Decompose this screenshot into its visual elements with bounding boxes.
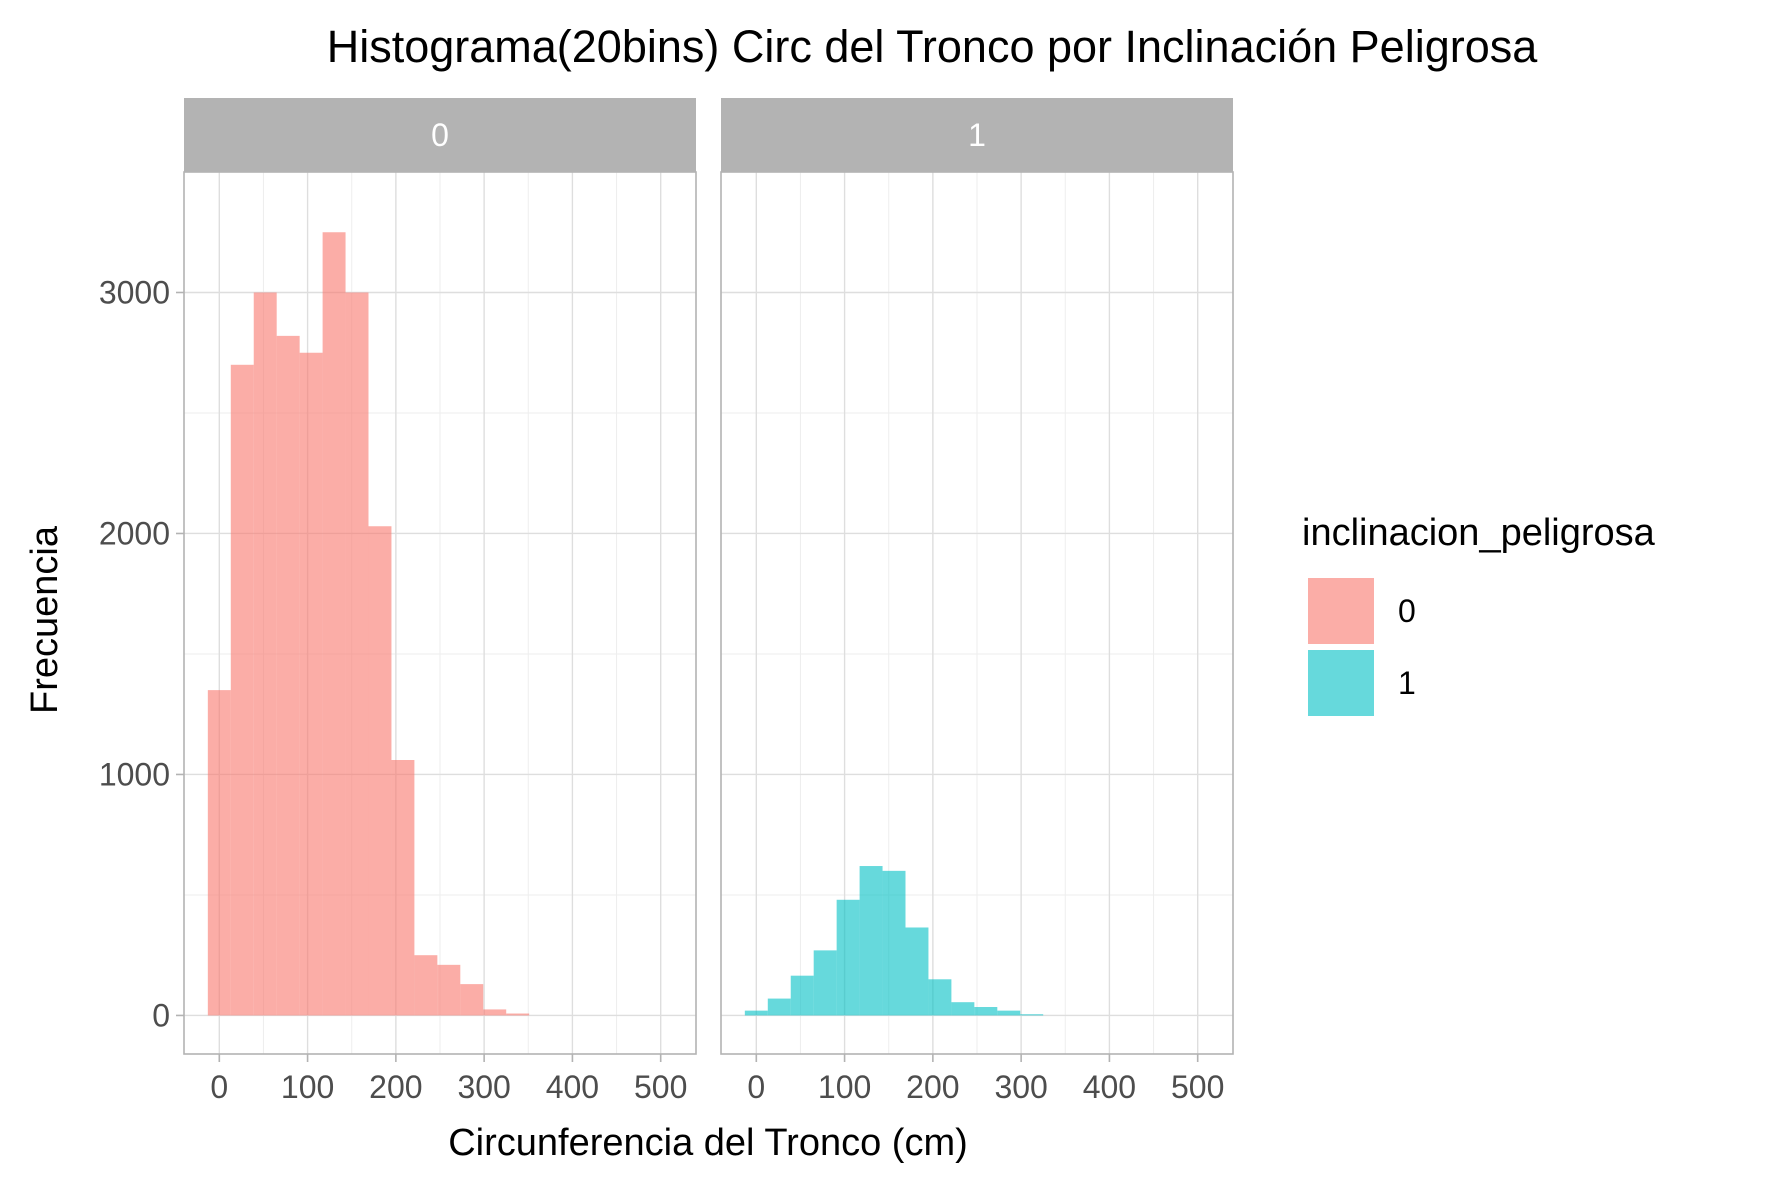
histogram-bar bbox=[230, 364, 254, 1016]
x-axis-title: Circunferencia del Tronco (cm) bbox=[448, 1122, 968, 1164]
facet-strip-0 bbox=[184, 98, 696, 172]
histogram-bar bbox=[744, 1010, 768, 1016]
histogram-bar bbox=[790, 975, 814, 1016]
panels: 0 0 100 200 300 400 500 0 1000 2000 3000 1 0 100 200 30… bbox=[99, 98, 1234, 1105]
histogram-bar bbox=[483, 1009, 507, 1016]
histogram-bar bbox=[974, 1007, 998, 1016]
legend-key-label: 1 bbox=[1398, 665, 1416, 701]
chart-title: Histograma(20bins) Circ del Tronco por I… bbox=[327, 21, 1539, 72]
y-tick-label: 2000 bbox=[99, 515, 170, 551]
legend-key-label: 0 bbox=[1398, 593, 1416, 629]
histogram-bar bbox=[836, 899, 860, 1016]
panel-border bbox=[183, 171, 697, 1055]
legend-title: inclinacion_peligrosa bbox=[1302, 512, 1656, 554]
histogram-bar bbox=[299, 352, 323, 1016]
histogram-bar bbox=[882, 870, 906, 1016]
facet-strip-label: 1 bbox=[968, 117, 986, 153]
histogram-bar bbox=[437, 964, 461, 1016]
histogram-bar bbox=[414, 955, 438, 1016]
x-tick-label: 200 bbox=[906, 1069, 959, 1105]
histogram-bar bbox=[1020, 1014, 1044, 1016]
x-tick-label: 200 bbox=[369, 1069, 422, 1105]
y-tick-label: 0 bbox=[152, 997, 170, 1033]
y-axis-title: Frecuencia bbox=[24, 525, 66, 714]
histogram-bar bbox=[253, 292, 277, 1016]
histogram-bar bbox=[905, 927, 929, 1016]
x-tick-label: 300 bbox=[457, 1069, 510, 1105]
facet-panel-1: 1 0 100 200 300 400 500 bbox=[720, 98, 1234, 1105]
histogram-bar bbox=[322, 232, 346, 1016]
x-tick-label: 0 bbox=[747, 1069, 765, 1105]
legend-key-swatch bbox=[1308, 650, 1374, 716]
x-tick-label: 100 bbox=[818, 1069, 871, 1105]
histogram-bar bbox=[928, 979, 952, 1016]
x-tick-label: 100 bbox=[281, 1069, 334, 1105]
histogram-bar bbox=[951, 1002, 975, 1016]
histogram-bar bbox=[997, 1010, 1021, 1016]
legend-items: 01 bbox=[1308, 578, 1416, 716]
x-tick-label: 0 bbox=[210, 1069, 228, 1105]
panel-border bbox=[720, 171, 1234, 1055]
histogram-bar bbox=[207, 690, 231, 1016]
histogram-bar bbox=[859, 866, 883, 1016]
histogram-bar bbox=[767, 998, 791, 1016]
y-tick-label: 3000 bbox=[99, 274, 170, 310]
legend: inclinacion_peligrosa 01 bbox=[1302, 512, 1656, 716]
legend-key-swatch bbox=[1308, 578, 1374, 644]
facet-strip-label: 0 bbox=[431, 117, 449, 153]
histogram-bar bbox=[368, 526, 392, 1016]
histogram-bar bbox=[276, 335, 300, 1016]
histogram-bar bbox=[345, 292, 369, 1016]
x-tick-label: 400 bbox=[1083, 1069, 1136, 1105]
x-tick-label: 400 bbox=[546, 1069, 599, 1105]
histogram-bar bbox=[460, 984, 484, 1016]
x-tick-label: 500 bbox=[634, 1069, 687, 1105]
facet-strip-1 bbox=[721, 98, 1233, 172]
histogram-bar bbox=[391, 760, 415, 1016]
y-tick-label: 1000 bbox=[99, 756, 170, 792]
x-tick-label: 300 bbox=[994, 1069, 1047, 1105]
x-tick-label: 500 bbox=[1171, 1069, 1224, 1105]
histogram-bar bbox=[813, 950, 837, 1016]
histogram-bar bbox=[506, 1013, 530, 1016]
facet-panel-0: 0 0 100 200 300 400 500 0 1000 2000 3000 bbox=[99, 98, 697, 1105]
